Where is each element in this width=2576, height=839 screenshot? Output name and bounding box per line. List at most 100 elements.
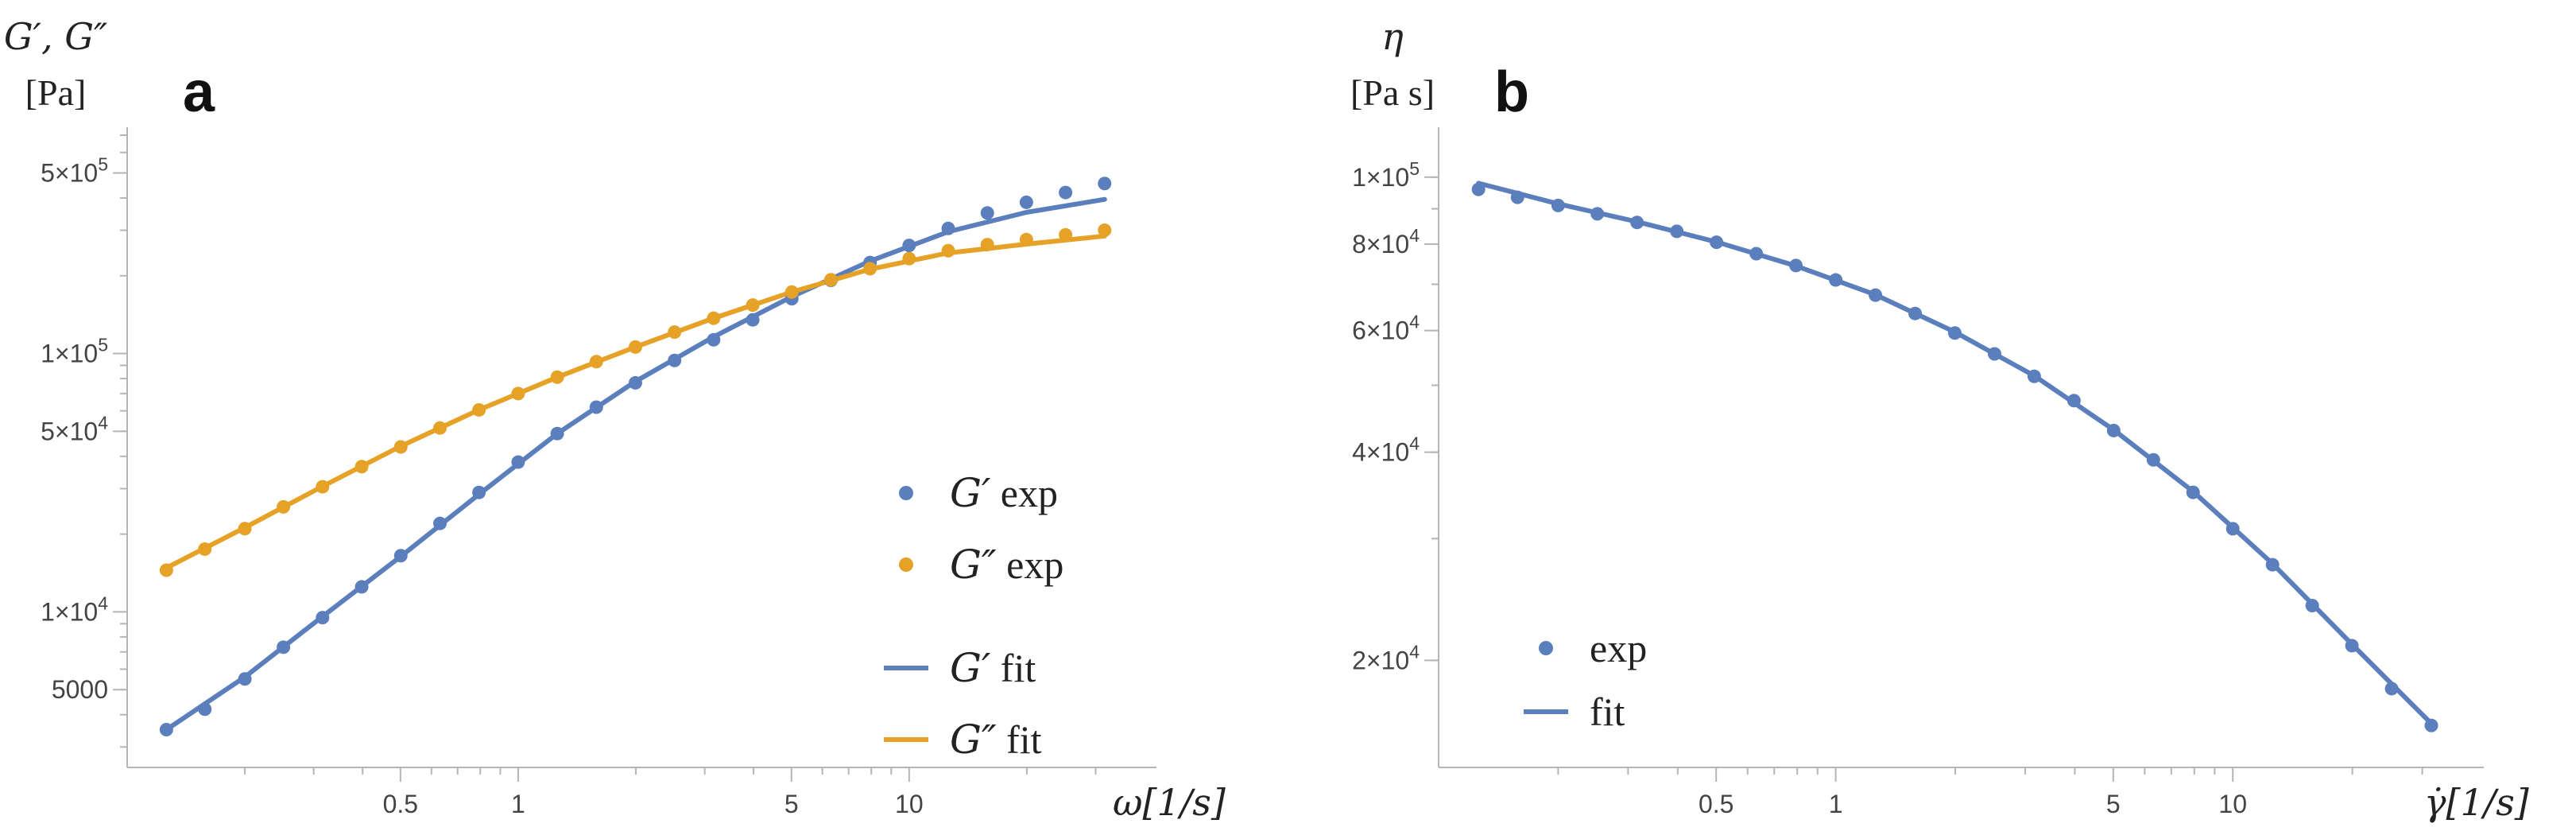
data-point bbox=[1670, 224, 1684, 239]
y-tick-mantissa: 5×10 bbox=[41, 158, 98, 187]
legend-series-name: G″ bbox=[950, 717, 997, 763]
y-tick-exponent: 4 bbox=[1409, 433, 1420, 454]
data-point bbox=[589, 400, 603, 414]
data-point bbox=[1019, 232, 1033, 247]
data-point bbox=[433, 516, 447, 530]
data-point bbox=[902, 251, 916, 266]
data-point bbox=[1551, 198, 1565, 212]
data-point bbox=[1987, 347, 2001, 361]
data-point bbox=[2106, 423, 2121, 437]
data-point bbox=[354, 580, 369, 594]
legend-series-name: G′ bbox=[950, 470, 991, 516]
data-point bbox=[1947, 326, 1962, 340]
legend-label: G″ fit bbox=[950, 717, 1042, 763]
legend-series-name: G″ bbox=[950, 542, 997, 588]
data-point bbox=[198, 542, 212, 556]
y-tick-label: 1×105 bbox=[1352, 158, 1420, 192]
data-point bbox=[1869, 288, 1883, 302]
series-G″-exp bbox=[159, 223, 1112, 577]
legend-kind: fit bbox=[1001, 646, 1036, 690]
data-point bbox=[393, 549, 408, 563]
legend-kind: exp bbox=[1590, 626, 1647, 670]
data-point bbox=[472, 485, 486, 499]
legend-marker-point bbox=[1539, 641, 1553, 655]
y-tick-mantissa: 1×10 bbox=[41, 597, 98, 626]
y-tick-exponent: 4 bbox=[1409, 225, 1420, 246]
x-tick-label: 5 bbox=[784, 790, 799, 818]
data-point bbox=[902, 239, 916, 253]
data-point bbox=[1590, 207, 1605, 221]
data-point bbox=[472, 402, 486, 417]
y-tick-mantissa: 2×10 bbox=[1352, 646, 1409, 674]
legend-kind: exp bbox=[1006, 542, 1063, 587]
y-tick-label: 6×104 bbox=[1352, 312, 1420, 345]
data-point bbox=[668, 325, 682, 340]
series-exp bbox=[1471, 182, 2438, 732]
data-point bbox=[746, 298, 760, 313]
data-point bbox=[941, 243, 955, 258]
data-point bbox=[316, 480, 330, 494]
data-point bbox=[2265, 557, 2280, 572]
data-point bbox=[550, 370, 564, 384]
x-tick-label: 0.5 bbox=[1699, 790, 1733, 818]
x-tick-label: 5 bbox=[2106, 790, 2121, 818]
y-tick-mantissa: 5×10 bbox=[41, 417, 98, 445]
y-tick-exponent: 5 bbox=[1409, 158, 1420, 179]
legend-kind: fit bbox=[1006, 717, 1042, 762]
data-point bbox=[628, 340, 642, 354]
panel-letter: a bbox=[183, 60, 215, 124]
data-point bbox=[2384, 682, 2399, 696]
legend-kind: exp bbox=[1001, 471, 1058, 515]
series-G′-exp bbox=[159, 177, 1112, 737]
data-point bbox=[511, 455, 525, 469]
legend-label: fit bbox=[1590, 689, 1625, 734]
data-point bbox=[2067, 394, 2081, 408]
y-tick-label: 8×104 bbox=[1352, 225, 1420, 258]
y-tick-mantissa: 5000 bbox=[52, 675, 108, 704]
y-tick-label: 4×104 bbox=[1352, 433, 1420, 467]
x-tick-label: 0.5 bbox=[383, 790, 418, 818]
legend-space bbox=[990, 471, 1001, 515]
y-tick-exponent: 4 bbox=[98, 592, 108, 613]
data-point bbox=[2225, 522, 2240, 536]
data-point bbox=[511, 386, 525, 401]
y-axis-unit: [Pa s] bbox=[1350, 72, 1435, 113]
y-tick-exponent: 4 bbox=[1409, 641, 1420, 662]
y-tick-mantissa: 1×10 bbox=[41, 340, 98, 368]
data-point bbox=[784, 285, 799, 299]
panel-letter: b bbox=[1494, 60, 1529, 124]
data-point bbox=[863, 262, 877, 276]
data-point bbox=[1630, 216, 1644, 230]
data-point bbox=[2146, 453, 2160, 467]
y-tick-exponent: 5 bbox=[98, 153, 108, 174]
data-point bbox=[1098, 223, 1112, 238]
x-tick-label: 1 bbox=[1829, 790, 1843, 818]
x-axis-title: γ̇[1/s] bbox=[2424, 781, 2529, 824]
data-point bbox=[980, 238, 994, 252]
data-point bbox=[1789, 258, 1803, 273]
y-tick-exponent: 5 bbox=[98, 335, 108, 355]
legend-space bbox=[990, 646, 1001, 690]
data-point bbox=[277, 640, 291, 654]
data-point bbox=[823, 273, 838, 287]
y-tick-mantissa: 4×10 bbox=[1352, 438, 1409, 467]
data-point bbox=[1471, 182, 1486, 196]
data-point bbox=[316, 611, 330, 625]
data-point bbox=[1749, 247, 1764, 261]
data-point bbox=[2186, 485, 2200, 499]
data-point bbox=[707, 311, 721, 325]
data-point bbox=[1510, 190, 1524, 204]
x-tick-label: 10 bbox=[2218, 790, 2247, 818]
data-point bbox=[1059, 185, 1073, 200]
y-tick-label: 5×104 bbox=[41, 412, 108, 445]
y-tick-label: 2×104 bbox=[1352, 641, 1420, 674]
y-tick-mantissa: 8×10 bbox=[1352, 230, 1409, 258]
data-point bbox=[628, 375, 642, 390]
data-point bbox=[159, 723, 173, 737]
y-tick-exponent: 4 bbox=[1409, 312, 1420, 332]
data-point bbox=[707, 332, 721, 347]
data-point bbox=[668, 353, 682, 367]
